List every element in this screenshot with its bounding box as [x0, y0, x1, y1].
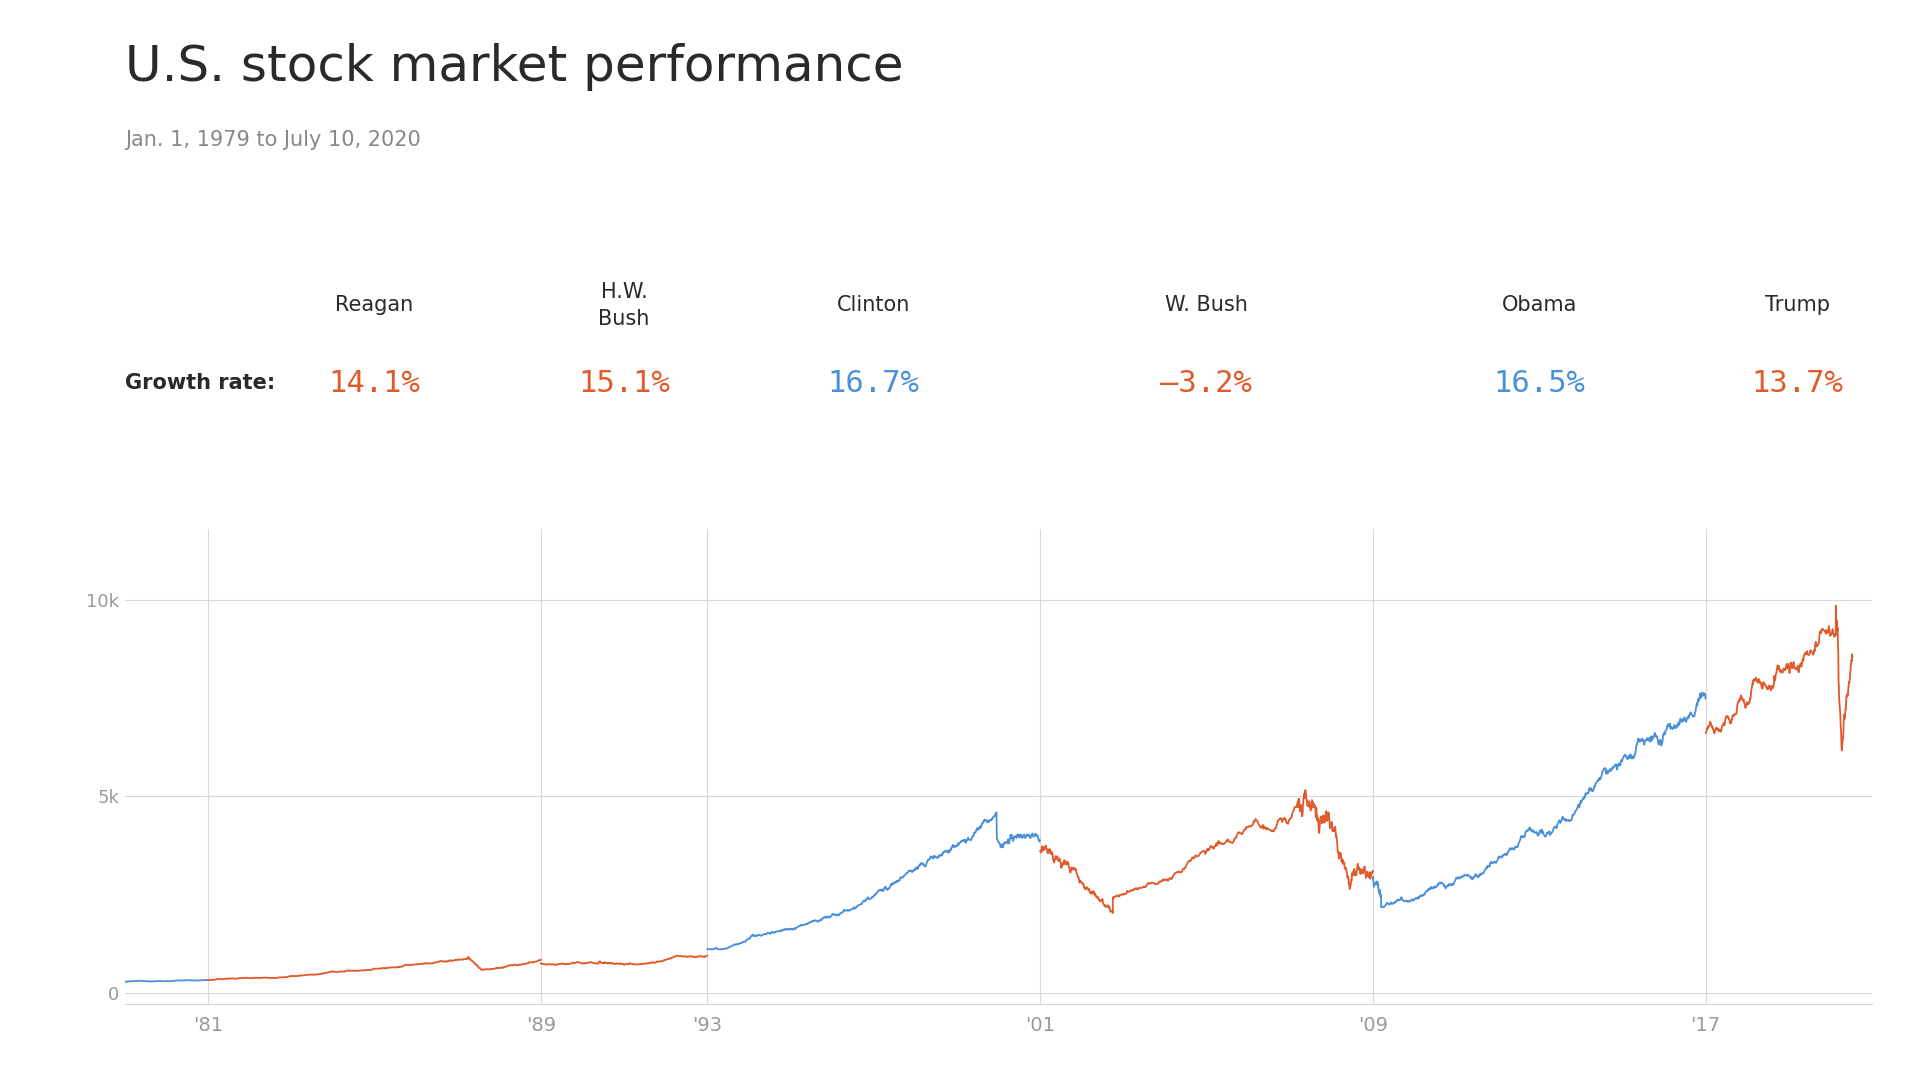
Text: U.S. stock market performance: U.S. stock market performance	[125, 43, 902, 91]
Text: 14.1%: 14.1%	[328, 369, 420, 397]
Text: Bush: Bush	[599, 309, 649, 328]
Text: Clinton: Clinton	[837, 295, 910, 315]
Text: 16.5%: 16.5%	[1494, 369, 1586, 397]
Text: Growth rate:: Growth rate:	[125, 374, 275, 393]
Text: 16.7%: 16.7%	[828, 369, 920, 397]
Text: W. Bush: W. Bush	[1165, 295, 1248, 315]
Text: H.W.: H.W.	[601, 282, 647, 301]
Text: –3.2%: –3.2%	[1160, 369, 1252, 397]
Text: Trump: Trump	[1764, 295, 1830, 315]
Text: 15.1%: 15.1%	[578, 369, 670, 397]
Text: 13.7%: 13.7%	[1751, 369, 1843, 397]
Text: Obama: Obama	[1501, 295, 1576, 315]
Text: Reagan: Reagan	[336, 295, 413, 315]
Text: Jan. 1, 1979 to July 10, 2020: Jan. 1, 1979 to July 10, 2020	[125, 130, 420, 150]
